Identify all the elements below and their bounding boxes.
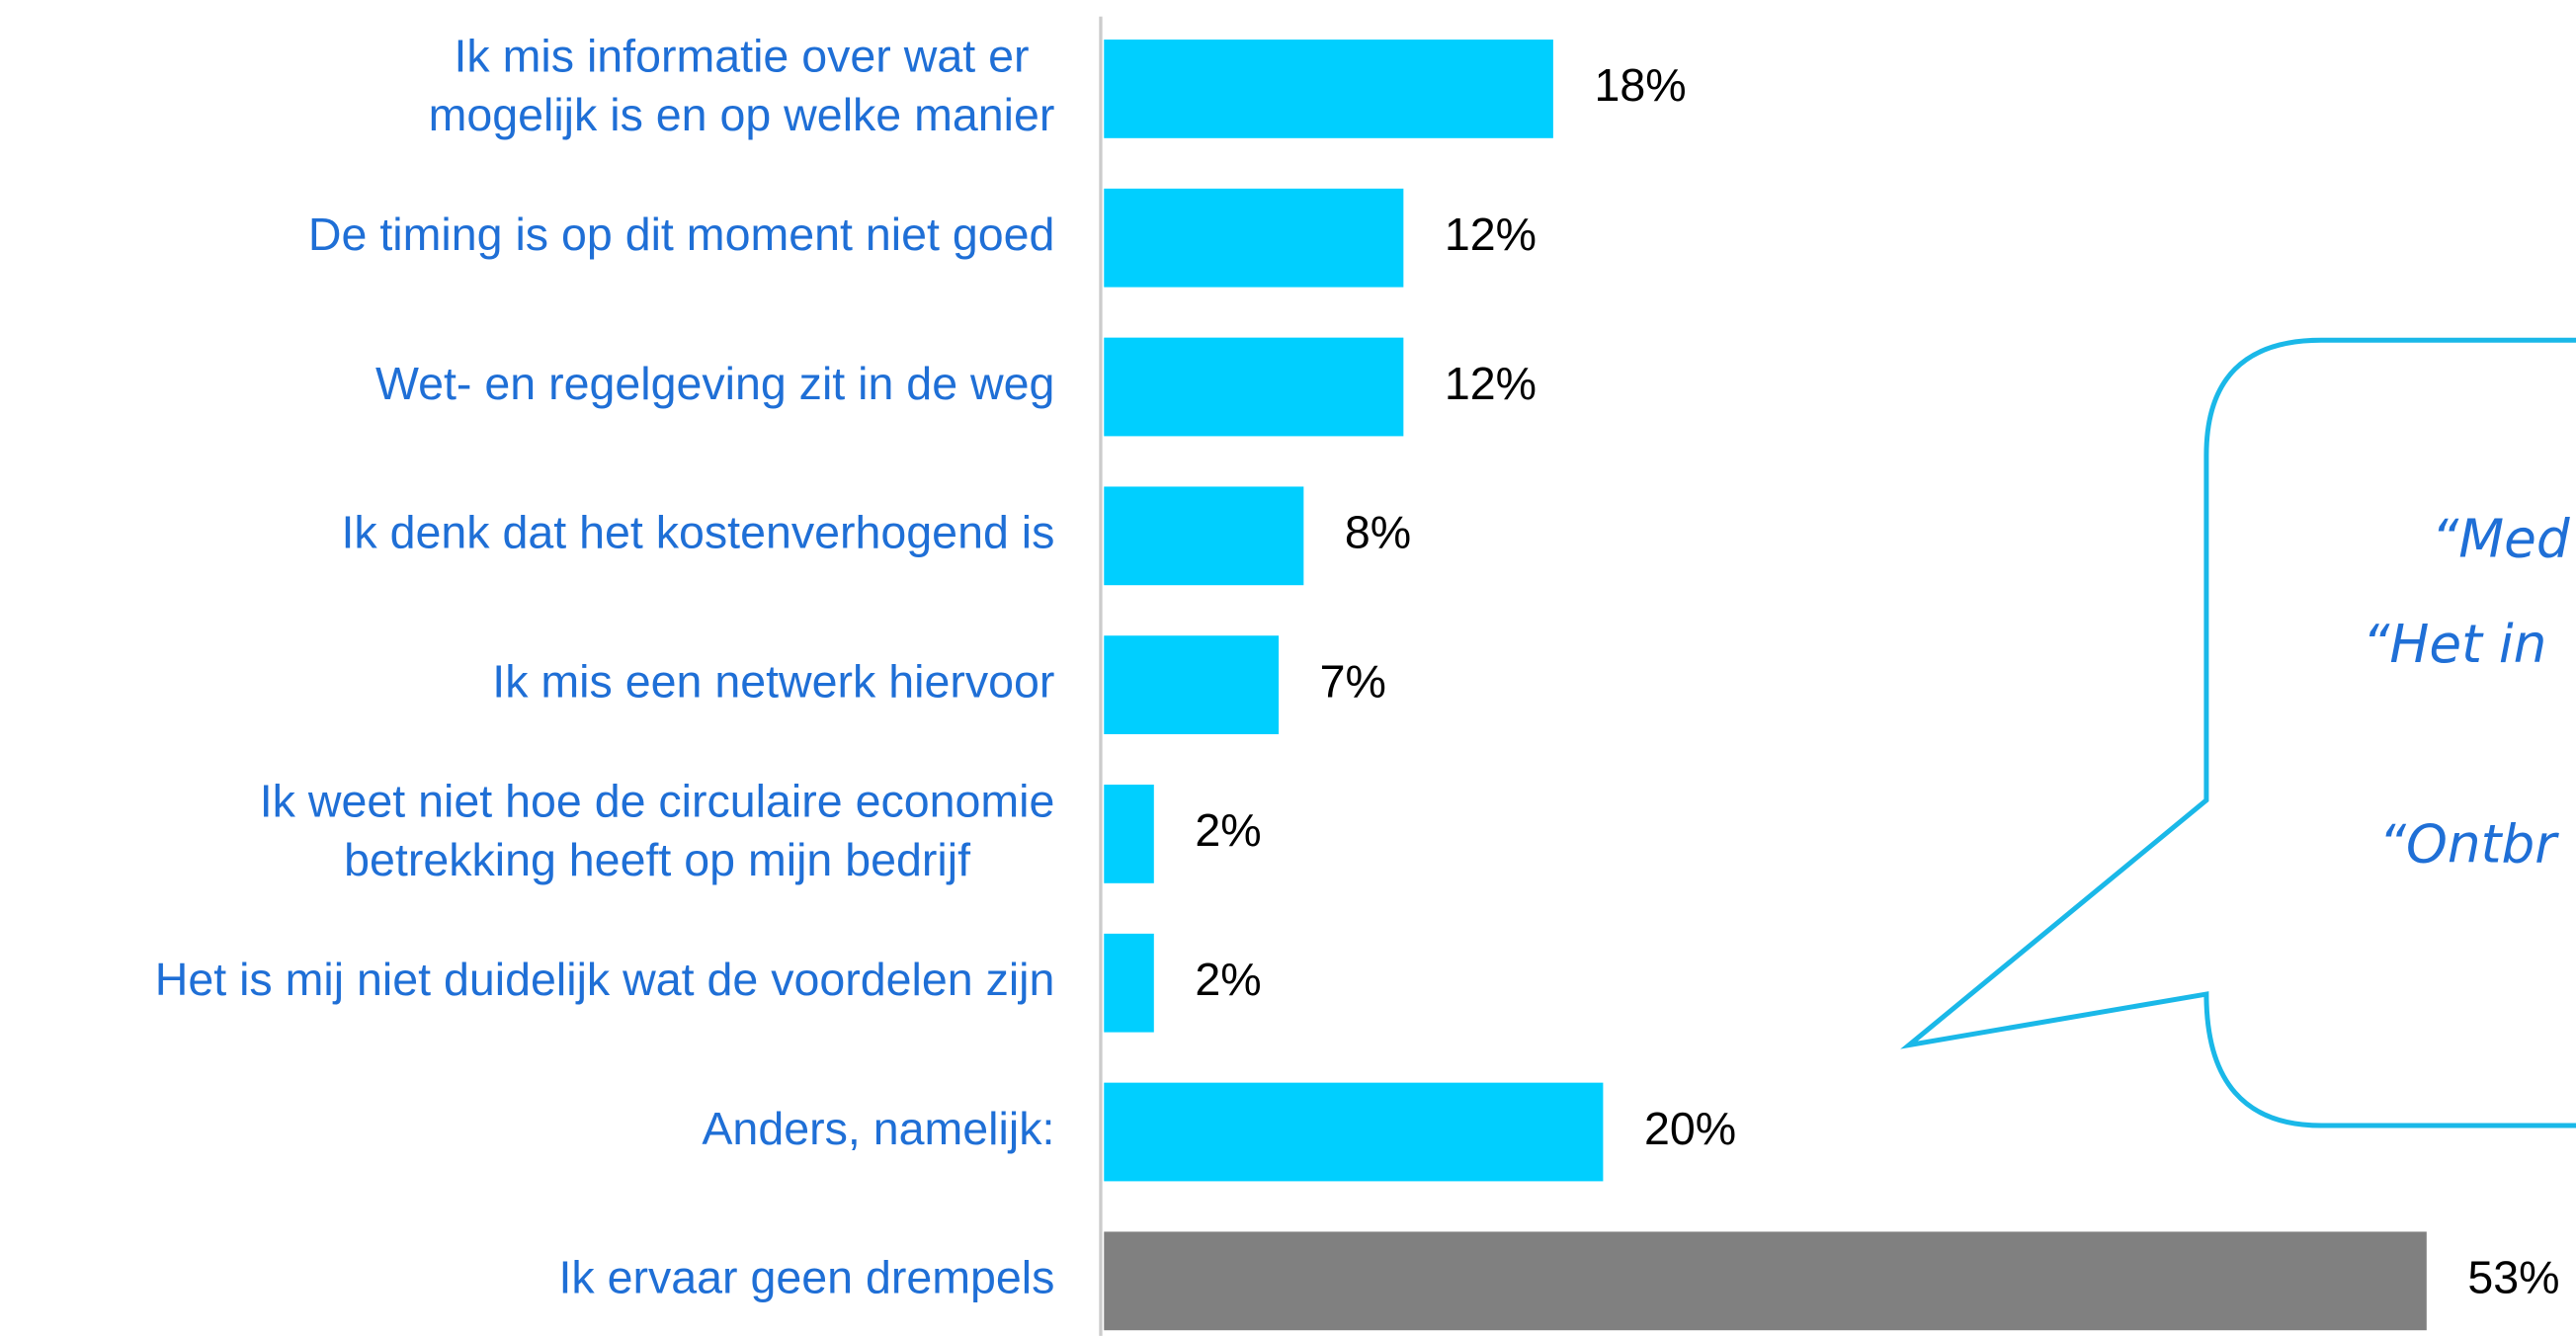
speech-bubble — [1900, 337, 2576, 1128]
quote-text: “Ontbr — [2378, 814, 2559, 876]
category-label: Ik denk dat het kostenverhogend is — [341, 507, 1054, 558]
value-label: 20% — [1644, 1103, 1736, 1154]
category-label: Ik ervaar geen drempels — [558, 1252, 1054, 1303]
category-label: Anders, namelijk: — [702, 1103, 1054, 1154]
value-label: 53% — [2467, 1252, 2559, 1303]
category-label: mogelijk is en op welke manier — [429, 89, 1055, 140]
value-label: 12% — [1445, 209, 1537, 260]
bar — [1104, 40, 1553, 138]
category-label: Ik mis een netwerk hiervoor — [492, 655, 1054, 707]
bar — [1104, 933, 1154, 1033]
category-label: De timing is op dit moment niet goed — [308, 209, 1054, 260]
bar — [1104, 635, 1280, 735]
value-label: 12% — [1445, 358, 1537, 409]
bar — [1104, 337, 1404, 437]
category-label: Ik weet niet hoe de circulaire economie — [260, 775, 1055, 826]
category-label: betrekking heeft op mijn bedrijf — [344, 834, 970, 885]
bar — [1104, 188, 1404, 288]
value-label: 2% — [1195, 954, 1261, 1005]
value-label: 8% — [1345, 507, 1411, 558]
quote-text: “Med — [2432, 508, 2570, 569]
quote-text: “Het in — [2363, 614, 2547, 675]
bar — [1104, 486, 1304, 586]
bar — [1104, 1082, 1604, 1182]
bar — [1104, 785, 1154, 883]
category-label: Ik mis informatie over wat er — [454, 30, 1029, 81]
value-label: 7% — [1320, 655, 1386, 707]
bar — [1104, 1231, 2427, 1331]
value-label: 2% — [1195, 804, 1261, 856]
category-label: Het is mij niet duidelijk wat de voordel… — [155, 954, 1055, 1005]
category-label: Wet- en regelgeving zit in de weg — [375, 358, 1054, 409]
value-label: 18% — [1594, 59, 1686, 111]
